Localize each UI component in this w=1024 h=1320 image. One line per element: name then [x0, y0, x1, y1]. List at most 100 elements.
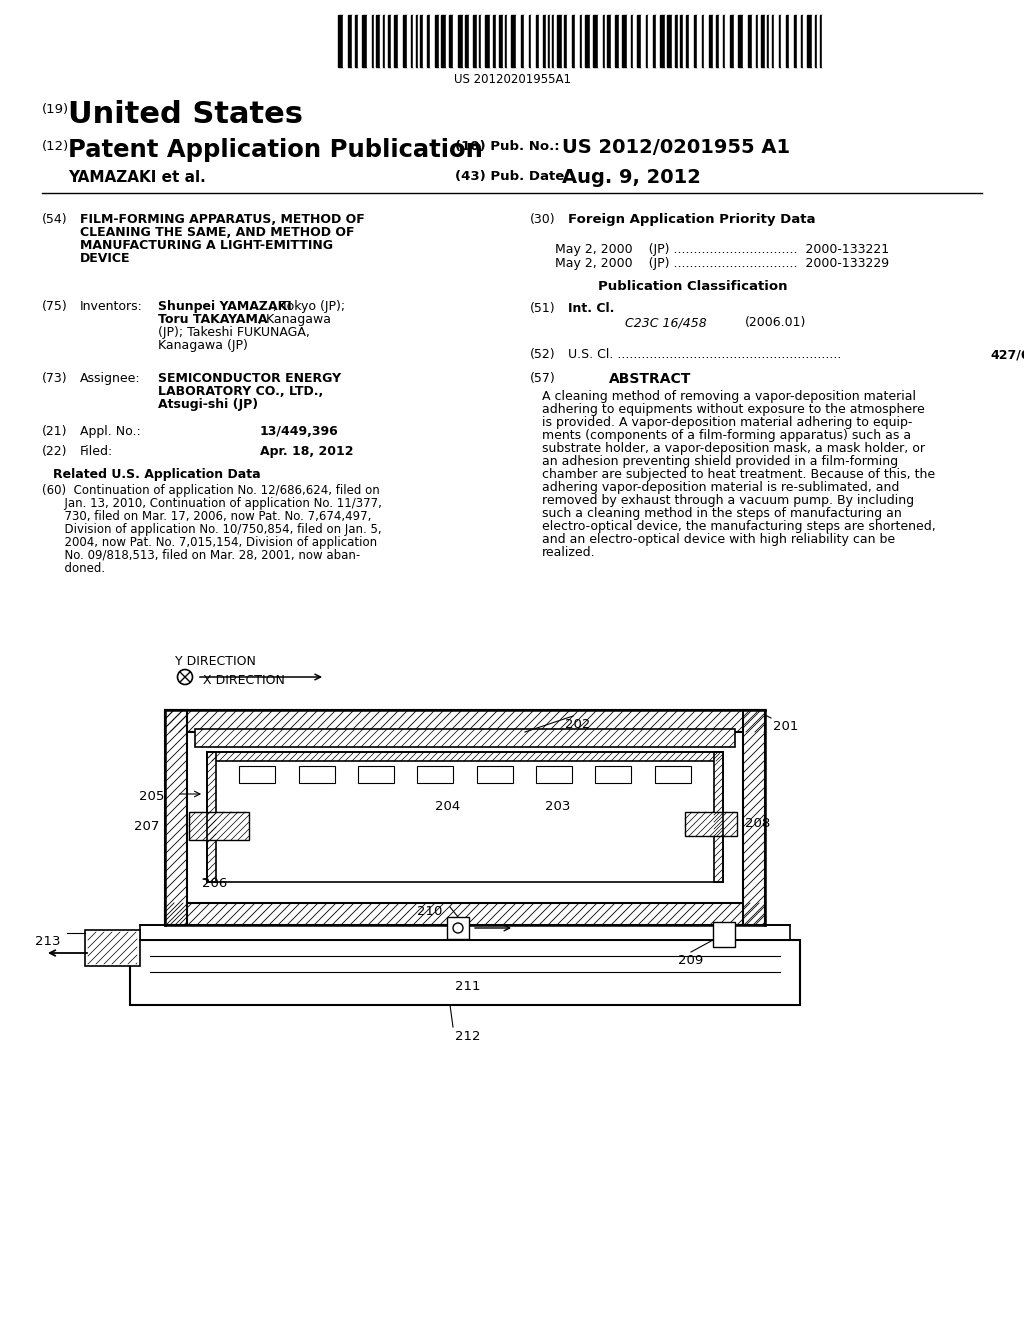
Text: 2004, now Pat. No. 7,015,154, Division of application: 2004, now Pat. No. 7,015,154, Division o…: [42, 536, 377, 549]
Bar: [207, 752, 216, 882]
Text: MANUFACTURING A LIGHT-EMITTING: MANUFACTURING A LIGHT-EMITTING: [80, 239, 333, 252]
Bar: [499, 15, 503, 67]
Bar: [362, 15, 367, 67]
Text: realized.: realized.: [542, 546, 596, 558]
Text: 212: 212: [455, 1030, 480, 1043]
Bar: [738, 15, 743, 67]
Bar: [453, 15, 458, 67]
Bar: [653, 15, 656, 67]
Text: LABORATORY CO., LTD.,: LABORATORY CO., LTD.,: [158, 385, 324, 399]
Text: U.S. Cl. ........................................................: U.S. Cl. ...............................…: [568, 348, 842, 360]
Bar: [427, 15, 430, 67]
Bar: [689, 15, 694, 67]
Bar: [413, 15, 416, 67]
Bar: [343, 15, 348, 67]
Bar: [716, 15, 719, 67]
Bar: [781, 15, 786, 67]
Bar: [420, 15, 423, 67]
Text: 202: 202: [565, 718, 591, 731]
Bar: [511, 15, 516, 67]
Text: (52): (52): [530, 348, 556, 360]
Bar: [654, 766, 690, 783]
Text: Shunpei YAMAZAKI: Shunpei YAMAZAKI: [158, 300, 292, 313]
Text: United States: United States: [68, 100, 303, 129]
Bar: [449, 15, 453, 67]
Bar: [552, 15, 554, 67]
Text: CLEANING THE SAME, AND METHOD OF: CLEANING THE SAME, AND METHOD OF: [80, 226, 354, 239]
Text: (60)  Continuation of application No. 12/686,624, filed on: (60) Continuation of application No. 12/…: [42, 484, 380, 498]
Bar: [165, 710, 765, 733]
Bar: [765, 15, 767, 67]
Bar: [383, 15, 385, 67]
Bar: [801, 15, 803, 67]
Text: Toru TAKAYAMA: Toru TAKAYAMA: [158, 313, 267, 326]
Text: Filed:: Filed:: [80, 445, 114, 458]
Bar: [531, 15, 536, 67]
Bar: [779, 15, 781, 67]
Text: 210: 210: [417, 906, 442, 917]
Text: (30): (30): [530, 213, 556, 226]
Text: substrate holder, a vapor-deposition mask, a mask holder, or: substrate holder, a vapor-deposition mas…: [542, 442, 925, 455]
Text: Kanagawa (JP): Kanagawa (JP): [158, 339, 248, 352]
Bar: [479, 15, 481, 67]
Bar: [714, 752, 723, 882]
Text: such a cleaning method in the steps of manufacturing an: such a cleaning method in the steps of m…: [542, 507, 902, 520]
Bar: [562, 15, 564, 67]
Bar: [772, 15, 774, 67]
Text: 209: 209: [678, 954, 703, 968]
Bar: [725, 15, 730, 67]
Bar: [388, 15, 391, 67]
Bar: [348, 15, 352, 67]
Bar: [611, 15, 615, 67]
Text: an adhesion preventing shield provided in a film-forming: an adhesion preventing shield provided i…: [542, 455, 898, 469]
Bar: [380, 15, 383, 67]
Bar: [790, 15, 794, 67]
Bar: [575, 15, 580, 67]
Bar: [539, 15, 543, 67]
Bar: [812, 15, 815, 67]
Text: 427/66: 427/66: [990, 348, 1024, 360]
Bar: [803, 15, 807, 67]
Bar: [418, 766, 454, 783]
Bar: [705, 15, 709, 67]
Text: and an electro-optical device with high reliability can be: and an electro-optical device with high …: [542, 533, 895, 546]
Text: Appl. No.:: Appl. No.:: [80, 425, 140, 438]
Text: No. 09/818,513, filed on Mar. 28, 2001, now aban-: No. 09/818,513, filed on Mar. 28, 2001, …: [42, 549, 360, 562]
Bar: [660, 15, 665, 67]
Text: 730, filed on Mar. 17, 2006, now Pat. No. 7,674,497,: 730, filed on Mar. 17, 2006, now Pat. No…: [42, 510, 372, 523]
Bar: [473, 15, 477, 67]
Bar: [637, 15, 641, 67]
Bar: [680, 15, 683, 67]
Bar: [820, 15, 822, 67]
Bar: [398, 15, 403, 67]
Bar: [713, 921, 735, 946]
Text: Int. Cl.: Int. Cl.: [568, 302, 614, 315]
Text: Apr. 18, 2012: Apr. 18, 2012: [260, 445, 353, 458]
Bar: [550, 15, 552, 67]
Bar: [797, 15, 801, 67]
Bar: [416, 15, 418, 67]
Text: X DIRECTION: X DIRECTION: [203, 675, 285, 686]
Text: FILM-FORMING APPARATUS, METHOD OF: FILM-FORMING APPARATUS, METHOD OF: [80, 213, 365, 226]
Bar: [441, 15, 446, 67]
Text: May 2, 2000    (JP) ...............................  2000-133221: May 2, 2000 (JP) .......................…: [555, 243, 889, 256]
Text: (19): (19): [42, 103, 70, 116]
Bar: [374, 15, 376, 67]
Bar: [548, 15, 550, 67]
Bar: [678, 15, 680, 67]
Bar: [554, 15, 557, 67]
Text: YAMAZAKI et al.: YAMAZAKI et al.: [68, 170, 206, 185]
Bar: [411, 15, 413, 67]
Bar: [665, 15, 667, 67]
Text: 213: 213: [35, 935, 60, 948]
Text: , Kanagawa: , Kanagawa: [258, 313, 331, 326]
Bar: [595, 766, 632, 783]
Text: (57): (57): [530, 372, 556, 385]
Bar: [216, 762, 714, 882]
Bar: [536, 15, 539, 67]
Bar: [761, 15, 765, 67]
Bar: [582, 15, 585, 67]
Bar: [465, 15, 469, 67]
Bar: [686, 15, 689, 67]
Bar: [423, 15, 427, 67]
